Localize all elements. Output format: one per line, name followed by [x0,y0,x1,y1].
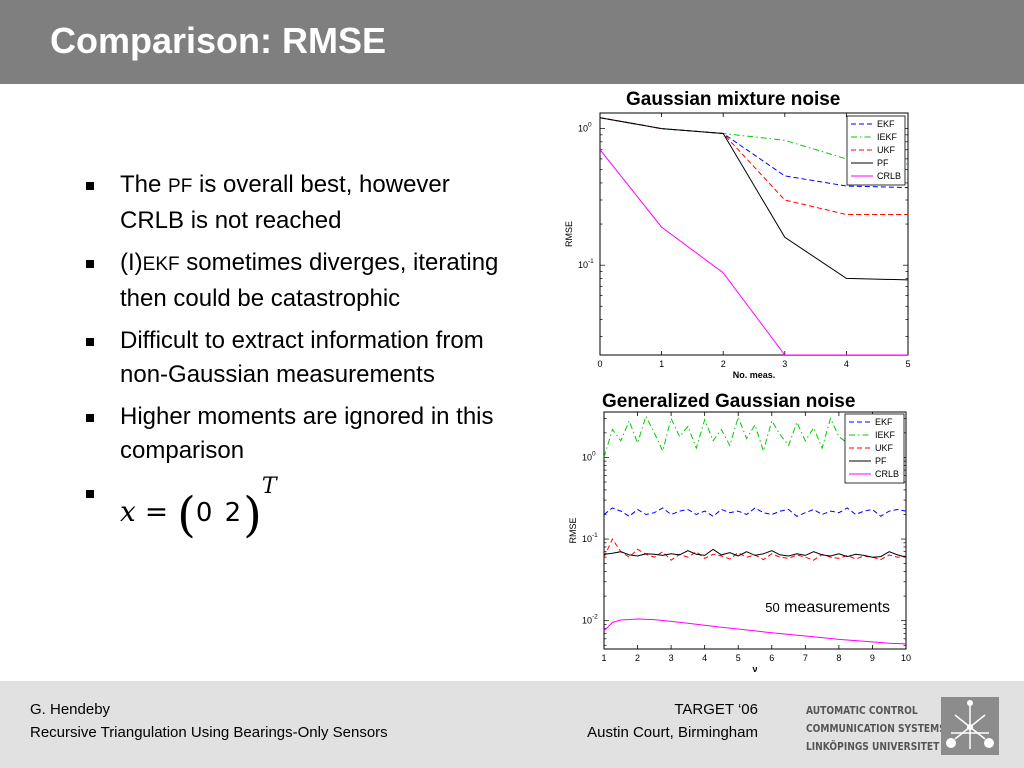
title-bar: Comparison: RMSE [0,0,1024,84]
footer-author: G. Hendeby [30,701,111,718]
chart-title-generalized-gaussian: Generalized Gaussian noise [602,391,856,412]
legend-entry: IEKF [875,430,896,440]
annotation-text: measurements [780,599,890,616]
y-tick-exponent: -2 [592,614,598,621]
bullet-square-icon [86,260,94,268]
x-tick-label: 3 [782,359,787,369]
logo-line-2: COMMUNICATION SYSTEMS [806,722,946,735]
bullet-square-icon [86,490,94,498]
bullet-text: Difficult to extract information from no… [120,327,484,388]
x-tick-label: 4 [702,653,707,663]
bullet-text: is overall best, however CRLB is not rea… [120,171,450,234]
x-tick-label: 0 [597,359,602,369]
bullet-abbr: PF [168,176,193,197]
logo-line-3: LINKÖPINGS UNIVERSITET [806,740,940,753]
footer-venue: Austin Court, Birmingham [587,724,758,741]
state-formula: x = (0 2)T [120,474,277,543]
legend-box [844,413,905,484]
x-tick-label: 1 [601,653,606,663]
x-axis-label: ν [752,664,757,674]
chart-title-gaussian-mixture: Gaussian mixture noise [626,89,841,110]
chart-annotation: 50 measurements [765,599,890,616]
formula-variable: x [120,495,136,528]
bullet-square-icon [86,414,94,422]
bullet-text: (I) [120,249,143,276]
x-tick-label: 10 [901,653,911,663]
legend-box [846,115,906,186]
footer-conference: TARGET ‘06 [674,701,758,718]
bullet-square-icon [86,338,94,346]
x-tick-label: 8 [836,653,841,663]
x-tick-label: 2 [635,653,640,663]
legend-entry: EKF [875,417,893,427]
bullet-text: Higher moments are ignored in this compa… [120,403,494,464]
y-axis-label: RMSE [564,221,574,247]
y-tick-label: 10 [578,124,588,134]
series-line-crlb [600,149,908,355]
x-tick-label: 5 [736,653,741,663]
legend-entry: PF [877,158,889,168]
plot-frame [599,112,909,356]
bullet-item: x = (0 2)T [86,474,506,539]
y-tick-label: 10 [578,260,588,270]
x-tick-label: 9 [870,653,875,663]
legend-entry: PF [875,456,887,466]
formula-equals: = [144,495,169,528]
legend-entry: IEKF [877,132,898,142]
x-axis-label: No. meas. [733,370,776,380]
bullet-item: Difficult to extract information from no… [86,324,506,392]
formula-transpose: T [261,474,277,499]
y-tick-label: 10 [582,452,592,462]
y-tick-exponent: -1 [588,258,594,265]
bullet-abbr: EKF [142,254,180,275]
university-logo-icon [941,697,999,755]
bullet-text: The [120,171,169,198]
legend-entry: UKF [875,443,894,453]
series-line-pf [600,117,908,281]
chart-gaussian-mixture: 0 1 2 3 4 510 010 -1No. meas.RMSEEKFIEKFUKFPFCR… [564,112,911,380]
legend-entry: CRLB [875,469,899,479]
x-tick-label: 4 [844,359,849,369]
legend-entry: EKF [877,119,895,129]
series-line-ukf [604,538,906,561]
footer [0,681,1024,768]
x-tick-label: 7 [803,653,808,663]
y-tick-label: 10 [582,616,592,626]
y-axis-label: RMSE [568,517,578,543]
bullet-square-icon [86,182,94,190]
annotation-count: 50 [765,600,779,615]
slide-title: Comparison: RMSE [50,20,387,61]
plot-frame [603,411,907,650]
series-line-crlb [604,618,906,645]
series-line-pf [604,548,906,558]
x-tick-label: 2 [721,359,726,369]
x-tick-label: 1 [659,359,664,369]
formula-values: 0 2 [195,498,244,528]
x-tick-label: 5 [905,359,910,369]
y-tick-exponent: 0 [592,450,596,457]
y-tick-label: 10 [582,534,592,544]
x-tick-label: 6 [769,653,774,663]
bullet-item: Higher moments are ignored in this compa… [86,400,506,468]
y-tick-exponent: 0 [588,122,592,129]
logo-line-1: AUTOMATIC CONTROL [806,704,918,717]
y-tick-exponent: -1 [592,532,598,539]
footer-paper-title: Recursive Triangulation Using Bearings-O… [30,724,388,741]
legend-entry: CRLB [877,171,901,181]
bullet-item: The PF is overall best, however CRLB is … [86,168,506,238]
x-tick-label: 3 [669,653,674,663]
bullet-item: (I)EKF sometimes diverges, iterating the… [86,246,506,316]
series-line-ekf [604,507,906,517]
legend-entry: UKF [877,145,896,155]
bullet-list: The PF is overall best, however CRLB is … [86,168,506,546]
bullet-text: sometimes diverges, iterating then could… [120,249,499,312]
